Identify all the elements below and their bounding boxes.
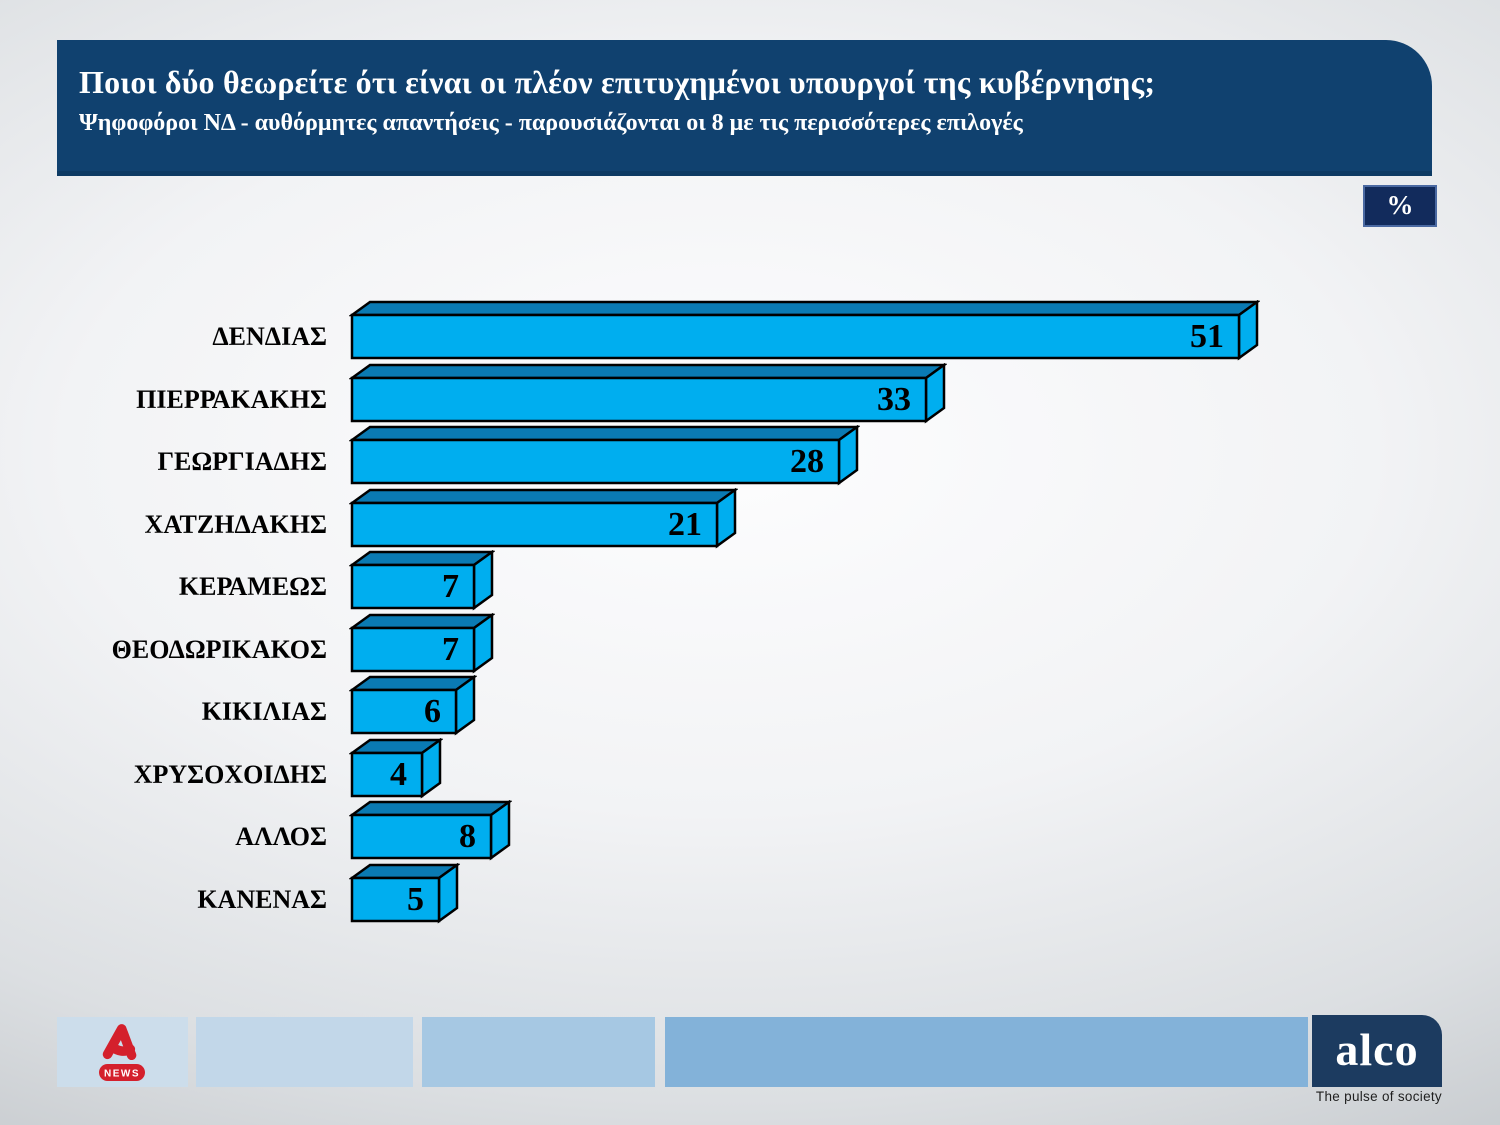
bar-value: 51 xyxy=(1190,318,1224,355)
alpha-news-label: NEWS xyxy=(104,1069,140,1080)
bar-row: ΚΕΡΑΜΕΩΣ 7 xyxy=(0,550,1500,612)
bar-value: 28 xyxy=(790,443,824,480)
bar-3d: 4 xyxy=(349,737,443,798)
bar-row: ΚΑΝΕΝΑΣ 5 xyxy=(0,862,1500,925)
bar-front-face xyxy=(350,751,424,797)
category-label: ΑΛΛΟΣ xyxy=(235,822,327,851)
bar-3d: 6 xyxy=(349,675,477,736)
bar-value: 8 xyxy=(459,818,476,855)
bar-row: ΘΕΟΔΩΡΙΚΑΚΟΣ 7 xyxy=(0,612,1500,675)
bar-row: ΧΡΥΣΟΧΟΙΔΗΣ 4 xyxy=(0,737,1500,800)
bar-front-face xyxy=(350,563,476,610)
alco-wordmark: alco xyxy=(1335,1024,1419,1075)
alco-tagline: The pulse of society xyxy=(1315,1089,1442,1104)
bar-front-face xyxy=(350,501,719,547)
bar-3d: 28 xyxy=(349,425,860,486)
bar-top-face xyxy=(349,300,1260,317)
bar-value: 7 xyxy=(442,631,459,668)
bar-3d: 51 xyxy=(349,300,1260,361)
percent-unit-badge: % xyxy=(1363,185,1437,227)
footer-box-alpha: NEWS xyxy=(57,1017,188,1087)
category-label: ΧΡΥΣΟΧΟΙΔΗΣ xyxy=(133,759,327,789)
bar-value: 5 xyxy=(407,881,424,918)
bar-value: 33 xyxy=(877,381,911,418)
footer-box-4 xyxy=(665,1017,1308,1087)
bar-front-face xyxy=(350,876,441,922)
bar-3d: 7 xyxy=(349,550,495,611)
bar-front-face xyxy=(350,813,493,860)
bar-top-face xyxy=(349,488,738,504)
bar-value: 4 xyxy=(390,756,407,793)
bar-top-face xyxy=(349,675,477,692)
bar-3d: 33 xyxy=(349,362,947,423)
category-label: ΚΙΚΙΛΙΑΣ xyxy=(201,697,327,726)
bar-front-face xyxy=(350,438,841,485)
footer-box-2 xyxy=(196,1017,413,1087)
bar-3d: 21 xyxy=(349,487,738,548)
bar-3d: 7 xyxy=(349,612,495,673)
bar-3d: 8 xyxy=(349,800,512,861)
category-label: ΓΕΩΡΓΙΑΔΗΣ xyxy=(157,447,327,476)
bar-value: 7 xyxy=(442,568,459,605)
bar-front-face xyxy=(350,626,476,672)
bar-row: ΧΑΤΖΗΔΑΚΗΣ 21 xyxy=(0,487,1500,550)
footer-box-3 xyxy=(422,1017,655,1087)
bar-top-face xyxy=(349,550,495,567)
bar-top-face xyxy=(349,613,495,629)
bar-row: ΠΙΕΡΡΑΚΑΚΗΣ 33 xyxy=(0,362,1500,425)
bar-front-face xyxy=(350,313,1241,360)
category-label: ΚΑΝΕΝΑΣ xyxy=(197,884,327,914)
bar-row: ΚΙΚΙΛΙΑΣ 6 xyxy=(0,675,1500,737)
question-title: Ποιοι δύο θεωρείτε ότι είναι οι πλέον επ… xyxy=(79,64,1156,100)
category-label: ΚΕΡΑΜΕΩΣ xyxy=(178,572,327,601)
bar-value: 21 xyxy=(668,506,702,543)
bar-row: ΔΕΝΔΙΑΣ 51 xyxy=(0,300,1500,362)
bar-value: 6 xyxy=(424,693,441,730)
bar-3d: 5 xyxy=(349,862,460,923)
category-label: ΘΕΟΔΩΡΙΚΑΚΟΣ xyxy=(111,634,327,664)
bar-top-face xyxy=(349,363,947,379)
category-label: ΧΑΤΖΗΔΑΚΗΣ xyxy=(144,509,327,539)
alpha-news-logo-icon: NEWS xyxy=(99,1024,145,1081)
alco-logo: alco xyxy=(1312,1015,1442,1087)
bar-front-face xyxy=(350,688,458,735)
bar-row: ΑΛΛΟΣ 8 xyxy=(0,800,1500,862)
bar-row: ΓΕΩΡΓΙΑΔΗΣ 28 xyxy=(0,425,1500,487)
bar-top-face xyxy=(349,800,512,817)
category-label: ΔΕΝΔΙΑΣ xyxy=(212,322,327,351)
category-label: ΠΙΕΡΡΑΚΑΚΗΣ xyxy=(136,384,327,414)
question-header: Ποιοι δύο θεωρείτε ότι είναι οι πλέον επ… xyxy=(57,40,1432,176)
bar-front-face xyxy=(350,376,928,422)
bar-top-face xyxy=(349,425,860,442)
question-subtitle: Ψηφοφόροι ΝΔ - αυθόρμητες απαντήσεις - π… xyxy=(79,110,1023,136)
